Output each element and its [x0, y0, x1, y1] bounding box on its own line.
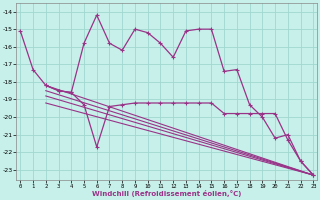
X-axis label: Windchill (Refroidissement éolien,°C): Windchill (Refroidissement éolien,°C): [92, 190, 242, 197]
